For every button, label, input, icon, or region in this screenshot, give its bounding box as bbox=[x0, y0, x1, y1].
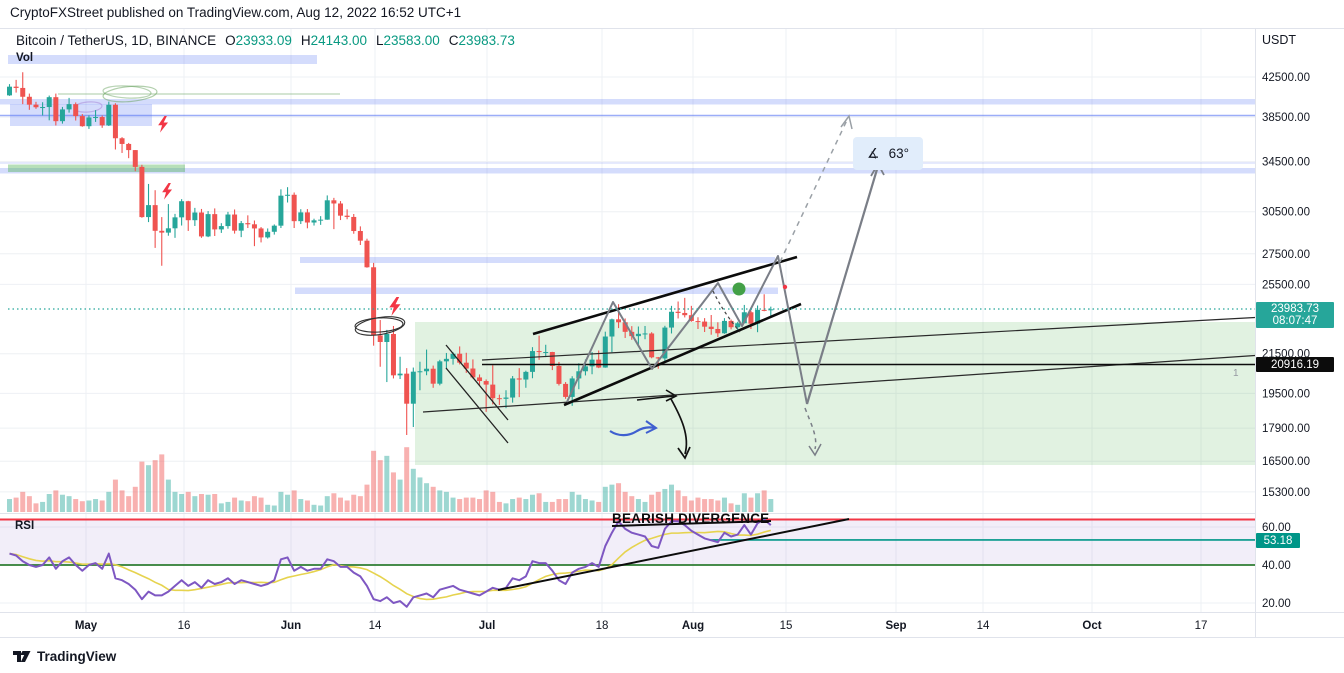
tradingview-footer[interactable]: TradingView bbox=[12, 648, 116, 665]
supply-demand-zones[interactable] bbox=[0, 55, 1255, 465]
rsi-pane[interactable] bbox=[0, 518, 1255, 608]
tradingview-logo-icon bbox=[13, 651, 31, 662]
svg-text:15: 15 bbox=[780, 620, 793, 632]
ohlc-label: L bbox=[375, 33, 384, 48]
angle-value: 63° bbox=[888, 146, 909, 161]
green-dot-marker[interactable] bbox=[732, 282, 746, 296]
volume-series bbox=[7, 447, 774, 512]
candlestick-series bbox=[7, 72, 774, 435]
ohlc-label: C bbox=[448, 33, 459, 48]
wave-count-label: 1 bbox=[1233, 368, 1239, 379]
trend-angle-tooltip[interactable]: ∡ 63° bbox=[853, 137, 923, 170]
svg-text:17900.00: 17900.00 bbox=[1262, 423, 1310, 435]
ohlc-value: 23583.00 bbox=[383, 33, 440, 48]
ohlc-label: H bbox=[300, 33, 311, 48]
ohlc-label: O bbox=[225, 33, 236, 48]
arrow-annotations[interactable] bbox=[609, 389, 691, 460]
red-dot-marker bbox=[782, 284, 788, 290]
price-level-badge: 20916.19 bbox=[1256, 357, 1334, 372]
svg-text:19500.00: 19500.00 bbox=[1262, 388, 1310, 400]
rsi-axis[interactable]: 60.00 40.00 20.00 bbox=[1262, 522, 1291, 610]
svg-text:Aug: Aug bbox=[682, 620, 704, 632]
svg-text:May: May bbox=[75, 620, 98, 632]
svg-text:Jul: Jul bbox=[479, 620, 496, 632]
tradingview-brand-text: TradingView bbox=[37, 649, 117, 664]
svg-text:14: 14 bbox=[977, 620, 990, 632]
price-projection-path[interactable] bbox=[566, 114, 885, 457]
lightning-bolt-icons[interactable] bbox=[158, 116, 401, 316]
symbol-title[interactable]: Bitcoin / TetherUS, 1D, BINANCE bbox=[16, 33, 217, 48]
bar-countdown: 08:07:47 bbox=[1272, 315, 1318, 327]
angle-icon: ∡ bbox=[867, 145, 880, 161]
price-axis[interactable]: 42500.00 38500.00 34500.00 30500.00 27500.00… bbox=[1262, 72, 1310, 499]
rsi-value-badge: 53.18 bbox=[1256, 533, 1300, 548]
svg-text:20.00: 20.00 bbox=[1262, 598, 1291, 610]
last-price: 23983.73 bbox=[1271, 303, 1319, 315]
last-price-badge: 23983.73 08:07:47 bbox=[1256, 302, 1334, 328]
svg-text:60.00: 60.00 bbox=[1262, 522, 1291, 534]
svg-text:18: 18 bbox=[596, 620, 609, 632]
svg-text:Sep: Sep bbox=[885, 620, 906, 632]
svg-text:34500.00: 34500.00 bbox=[1262, 157, 1310, 169]
svg-text:14: 14 bbox=[369, 620, 382, 632]
currency-label: USDT bbox=[1262, 33, 1297, 47]
svg-text:27500.00: 27500.00 bbox=[1262, 249, 1310, 261]
svg-text:40.00: 40.00 bbox=[1262, 560, 1291, 572]
svg-text:Oct: Oct bbox=[1082, 620, 1101, 632]
rsi-indicator-label[interactable]: RSI bbox=[15, 520, 35, 532]
pane-separators bbox=[0, 28, 1344, 638]
volume-indicator-label[interactable]: Vol bbox=[16, 52, 34, 64]
svg-text:42500.00: 42500.00 bbox=[1262, 72, 1310, 84]
svg-text:15300.00: 15300.00 bbox=[1262, 487, 1310, 499]
trendline-drawings[interactable] bbox=[354, 255, 1256, 444]
svg-text:38500.00: 38500.00 bbox=[1262, 112, 1310, 124]
symbol-legend[interactable]: Bitcoin / TetherUS, 1D, BINANCE O23933.09… bbox=[16, 33, 515, 48]
svg-text:16: 16 bbox=[178, 620, 191, 632]
ohlc-value: 24143.00 bbox=[310, 33, 367, 48]
svg-text:25500.00: 25500.00 bbox=[1262, 279, 1310, 291]
ohlc-value: 23933.09 bbox=[235, 33, 292, 48]
ohlc-values: O23933.09 H24143.00 L23583.00 C23983.73 bbox=[216, 33, 515, 48]
svg-text:Jun: Jun bbox=[281, 620, 301, 632]
attribution-text: CryptoFXStreet published on TradingView.… bbox=[10, 5, 462, 20]
time-axis[interactable]: May 16 Jun 14 Jul 18 Aug 15 Sep 14 Oct 17 bbox=[75, 620, 1208, 632]
svg-text:16500.00: 16500.00 bbox=[1262, 456, 1310, 468]
ohlc-value: 23983.73 bbox=[458, 33, 515, 48]
scribble-annotations[interactable] bbox=[58, 84, 340, 113]
svg-text:30500.00: 30500.00 bbox=[1262, 207, 1310, 219]
svg-text:17: 17 bbox=[1195, 620, 1208, 632]
bearish-divergence-annotation[interactable]: BEARISH DIVERGENCE bbox=[612, 511, 770, 526]
